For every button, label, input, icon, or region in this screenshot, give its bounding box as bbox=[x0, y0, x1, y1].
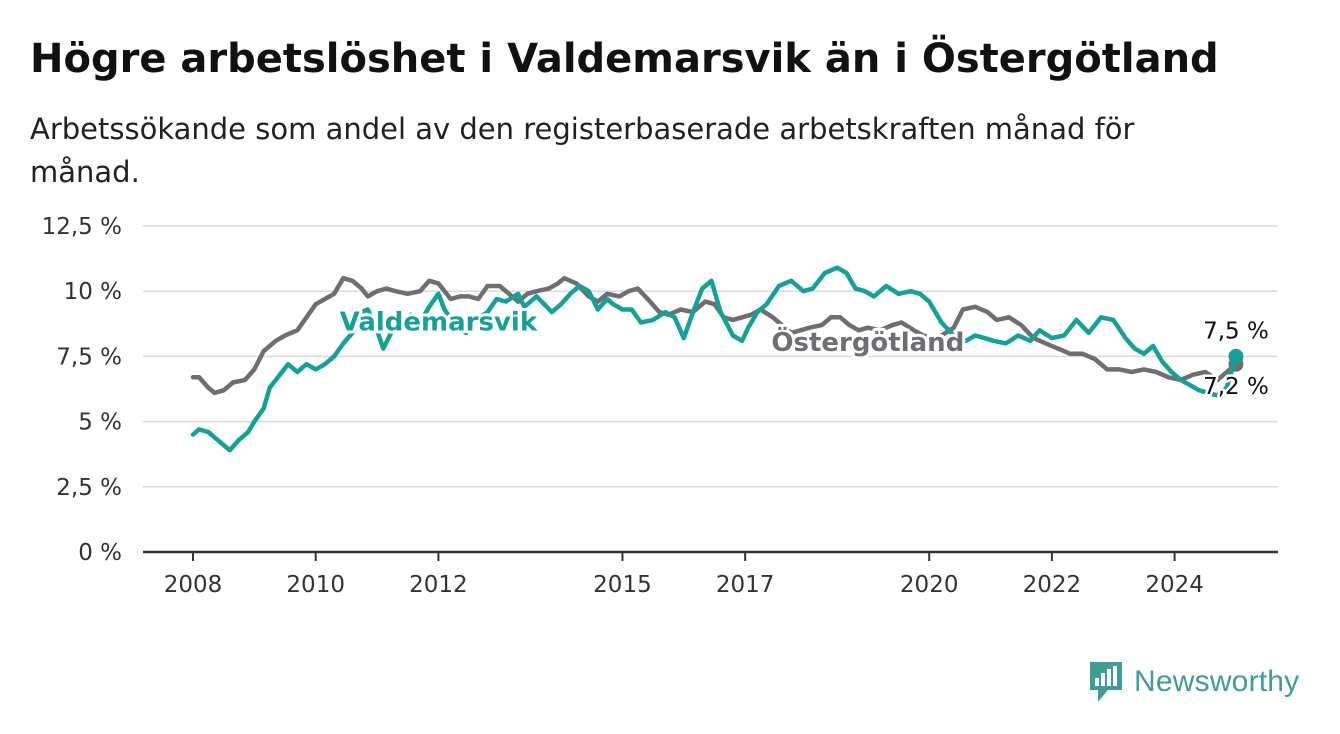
y-axis-ticks: 0 % 2,5 % 5 % 7,5 % 10 % 12,5 % bbox=[42, 214, 122, 566]
end-value-label: 7,2 % bbox=[1203, 374, 1269, 400]
series-name-label: Valdemarsvik bbox=[340, 307, 538, 337]
x-tick-label: 2020 bbox=[900, 572, 959, 598]
y-tick-label: 12,5 % bbox=[42, 214, 122, 240]
end-value-label: 7,5 % bbox=[1203, 318, 1269, 344]
series-name-halo: Östergötland bbox=[771, 325, 964, 358]
chart-title: Högre arbetslöshet i Valdemarsvik än i Ö… bbox=[30, 36, 1219, 82]
series-name-halo: Valdemarsvik bbox=[340, 307, 538, 337]
x-tick-label: 2008 bbox=[164, 572, 223, 598]
x-tick-label: 2024 bbox=[1145, 572, 1204, 598]
brand-name: Newsworthy bbox=[1134, 665, 1300, 698]
brand-logo[interactable]: Newsworthy bbox=[1088, 660, 1299, 704]
y-tick-label: 7,5 % bbox=[56, 344, 122, 370]
series-end-marker bbox=[1228, 348, 1244, 364]
y-tick-label: 5 % bbox=[78, 410, 122, 436]
series-line--sterg-tland bbox=[190, 275, 1239, 396]
newsworthy-logo-icon bbox=[1090, 662, 1122, 702]
end-value-halo: 7,2 % bbox=[1203, 374, 1269, 400]
x-tick-label: 2022 bbox=[1023, 572, 1082, 598]
x-tick-label: 2015 bbox=[593, 572, 652, 598]
series-lines bbox=[190, 265, 1244, 453]
end-value-halo: 7,5 % bbox=[1203, 318, 1269, 344]
y-tick-label: 10 % bbox=[64, 279, 122, 305]
y-tick-label: 0 % bbox=[78, 540, 122, 566]
x-axis-ticks: 2008 2010 2012 2015 2017 2020 2022 2024 bbox=[164, 552, 1204, 598]
chart-subtitle: Arbetssökande som andel av den registerb… bbox=[30, 112, 1135, 189]
x-tick-label: 2010 bbox=[286, 572, 345, 598]
series-name-label: Östergötland bbox=[771, 325, 964, 358]
x-tick-label: 2017 bbox=[716, 572, 775, 598]
y-tick-label: 2,5 % bbox=[56, 475, 122, 501]
x-tick-label: 2012 bbox=[409, 572, 468, 598]
grid-lines bbox=[143, 225, 1278, 488]
series-line-valdemarsvik bbox=[190, 265, 1239, 453]
